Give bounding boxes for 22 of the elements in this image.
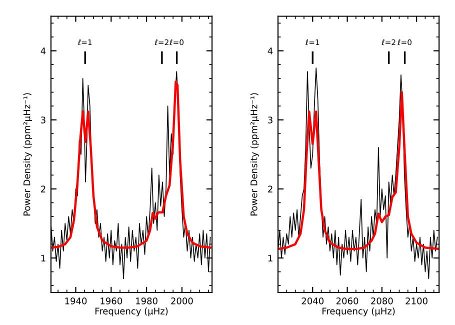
y-tick-label: 2 [268,186,272,192]
y-axis-title: Power Density (ppm²μHz⁻¹) [23,93,32,216]
y-tick-label: 3 [268,116,272,124]
x-tick-label: 1980 [136,298,158,304]
x-tick-label: 2100 [406,298,428,304]
y-tick-label: 1 [41,254,46,262]
x-tick-label: 2060 [336,298,358,304]
y-tick-label: 4 [40,48,46,54]
y-axis-title: Power Density (ppm²μHz⁻¹) [250,93,260,216]
x-tick-label: 2080 [371,298,393,304]
x-axis-title: Frequency (μHz) [95,307,168,316]
y-tick-label: 2 [41,186,46,192]
y-tick-label: 3 [41,116,46,124]
x-tick-label: 1940 [65,298,87,304]
line-series [278,91,440,250]
y-tick-label: 4 [268,48,273,54]
x-tick-label: 2040 [302,298,324,304]
y-tick-label: 1 [268,254,272,262]
line-series [50,80,212,249]
x-tick-label: 1960 [100,298,122,304]
x-axis-title: Frequency (μHz) [322,307,395,316]
x-tick-label: 2000 [171,298,193,304]
